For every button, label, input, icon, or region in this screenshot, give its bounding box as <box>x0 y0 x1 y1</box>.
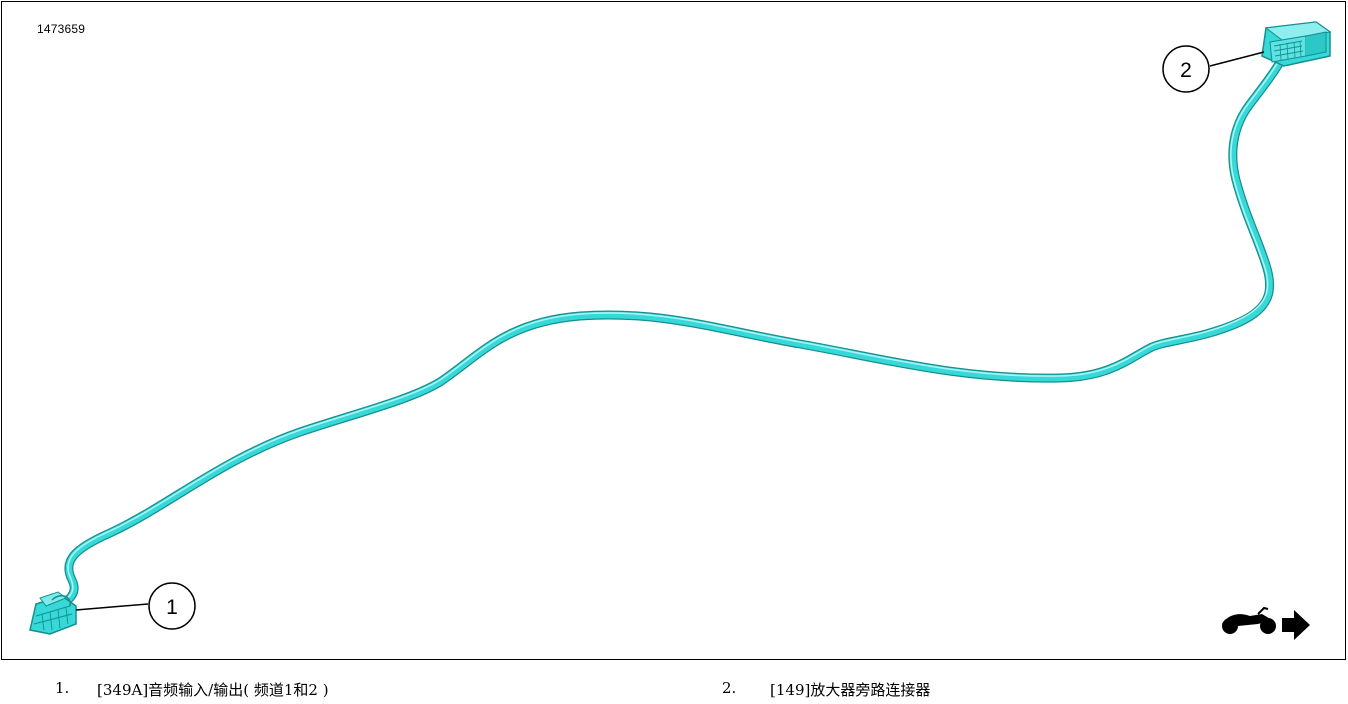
legend: 1. [349A]音频输入/输出( 频道1和2 ) 2. [149]放大器旁路连… <box>0 675 1348 704</box>
figure-id: 1473659 <box>37 22 86 36</box>
wire-harness-cable <box>45 57 1285 617</box>
callout-1-label: 1 <box>166 596 178 619</box>
connector-149-icon <box>1261 21 1332 67</box>
legend-item-1-text: [349A]音频输入/输出( 频道1和2 ) <box>97 681 329 699</box>
legend-item-2-number: 2. <box>722 679 737 697</box>
motorcycle-forward-arrow-icon <box>1222 606 1310 640</box>
callout-2: 2 <box>1162 45 1265 93</box>
legend-item-1-number: 1. <box>55 679 70 697</box>
legend-item-2-text: [149]放大器旁路连接器 <box>770 681 931 699</box>
harness-diagram: 1 2 <box>29 21 1332 640</box>
callout-1: 1 <box>75 582 196 630</box>
callout-2-label: 2 <box>1180 59 1192 82</box>
connector-349A-icon <box>29 591 77 635</box>
figure-frame <box>1 1 1346 660</box>
